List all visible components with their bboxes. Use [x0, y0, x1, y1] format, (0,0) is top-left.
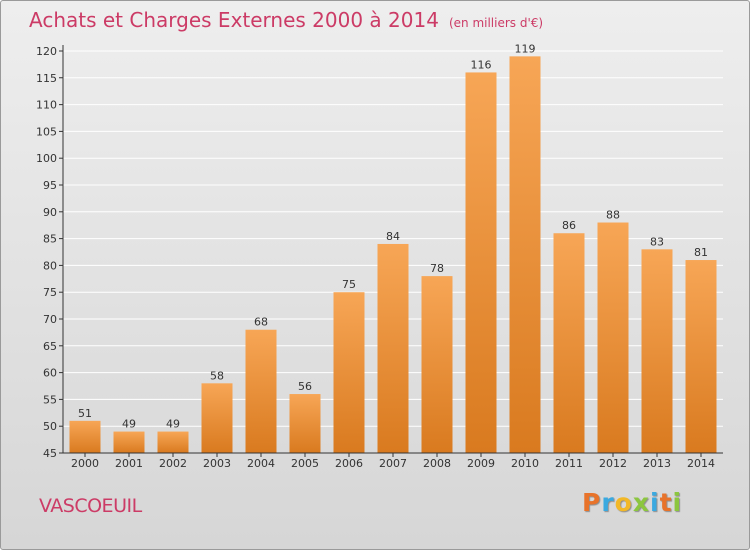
bar-value-label: 68 — [254, 316, 268, 329]
bar-value-label: 58 — [210, 369, 224, 382]
bar — [245, 329, 277, 453]
x-tick-label: 2014 — [687, 457, 715, 470]
bars: 51 49 49 58 68 56 75 84 78 116 119 86 88 83 81 — [69, 42, 717, 454]
bar-value-label: 49 — [122, 418, 136, 431]
axes: 45 50 55 60 65 70 75 80 85 90 95 100 105 110 115 120 200… — [36, 45, 723, 470]
x-tick-label: 2011 — [555, 457, 583, 470]
y-tick-label: 65 — [43, 340, 57, 353]
bar-value-label: 56 — [298, 380, 312, 393]
bar-value-label: 75 — [342, 278, 356, 291]
logo-letter: t — [659, 488, 673, 517]
bar-value-label: 84 — [386, 230, 400, 243]
y-tick-label: 100 — [36, 152, 57, 165]
bar — [553, 233, 585, 453]
y-tick-label: 110 — [36, 99, 57, 112]
bar-value-label: 51 — [78, 407, 92, 420]
y-tick-label: 60 — [43, 367, 57, 380]
logo-letter: o — [614, 488, 633, 517]
y-tick-label: 95 — [43, 179, 57, 192]
y-tick-label: 105 — [36, 125, 57, 138]
x-tick-label: 2000 — [71, 457, 99, 470]
chart-subtitle: (en milliers d'€) — [448, 16, 544, 30]
bar-value-label: 83 — [650, 235, 664, 248]
y-tick-label: 90 — [43, 206, 57, 219]
logo-letter: r — [601, 488, 615, 517]
bar — [465, 72, 497, 453]
x-tick-label: 2006 — [335, 457, 363, 470]
y-tick-label: 80 — [43, 259, 57, 272]
bar — [113, 431, 145, 453]
bar — [69, 420, 101, 453]
bar — [377, 243, 409, 453]
bar-value-label: 119 — [515, 42, 536, 55]
y-tick-label: 45 — [43, 447, 57, 460]
bar — [421, 276, 453, 453]
bar — [201, 383, 233, 453]
y-tick-label: 115 — [36, 72, 57, 85]
x-tick-label: 2004 — [247, 457, 275, 470]
bar-value-label: 88 — [606, 209, 620, 222]
x-tick-label: 2003 — [203, 457, 231, 470]
x-tick-label: 2009 — [467, 457, 495, 470]
y-tick-label: 85 — [43, 233, 57, 246]
bar — [509, 56, 541, 454]
chart-title: Achats et Charges Externes 2000 à 2014 (e… — [29, 8, 543, 32]
y-tick-label: 55 — [43, 393, 57, 406]
x-tick-label: 2002 — [159, 457, 187, 470]
bar-value-label: 78 — [430, 262, 444, 275]
y-tick-label: 50 — [43, 420, 57, 433]
x-tick-label: 2008 — [423, 457, 451, 470]
commune-name: VASCOEUIL — [39, 495, 142, 517]
proxiti-logo[interactable]: Proxiti — [582, 488, 682, 517]
x-tick-label: 2010 — [511, 457, 539, 470]
x-tick-label: 2013 — [643, 457, 671, 470]
bar — [597, 222, 629, 453]
y-tick-label: 75 — [43, 286, 57, 299]
x-tick-label: 2007 — [379, 457, 407, 470]
bar-value-label: 81 — [694, 246, 708, 259]
bar — [289, 394, 321, 453]
bar-value-label: 49 — [166, 418, 180, 431]
title-text: Achats et Charges Externes 2000 à 2014 — [29, 8, 439, 32]
logo-letter: i — [650, 488, 660, 517]
bar-value-label: 116 — [471, 58, 492, 71]
bar — [333, 292, 365, 453]
bar-value-label: 86 — [562, 219, 576, 232]
logo-letter: x — [632, 488, 650, 517]
logo-letter: i — [672, 488, 683, 517]
x-tick-label: 2001 — [115, 457, 143, 470]
y-tick-label: 70 — [43, 313, 57, 326]
x-tick-label: 2005 — [291, 457, 319, 470]
bar — [157, 431, 189, 453]
x-tick-label: 2012 — [599, 457, 627, 470]
bar — [685, 260, 717, 453]
y-tick-label: 120 — [36, 45, 57, 58]
logo-letter: P — [582, 488, 602, 517]
bar — [641, 249, 673, 453]
